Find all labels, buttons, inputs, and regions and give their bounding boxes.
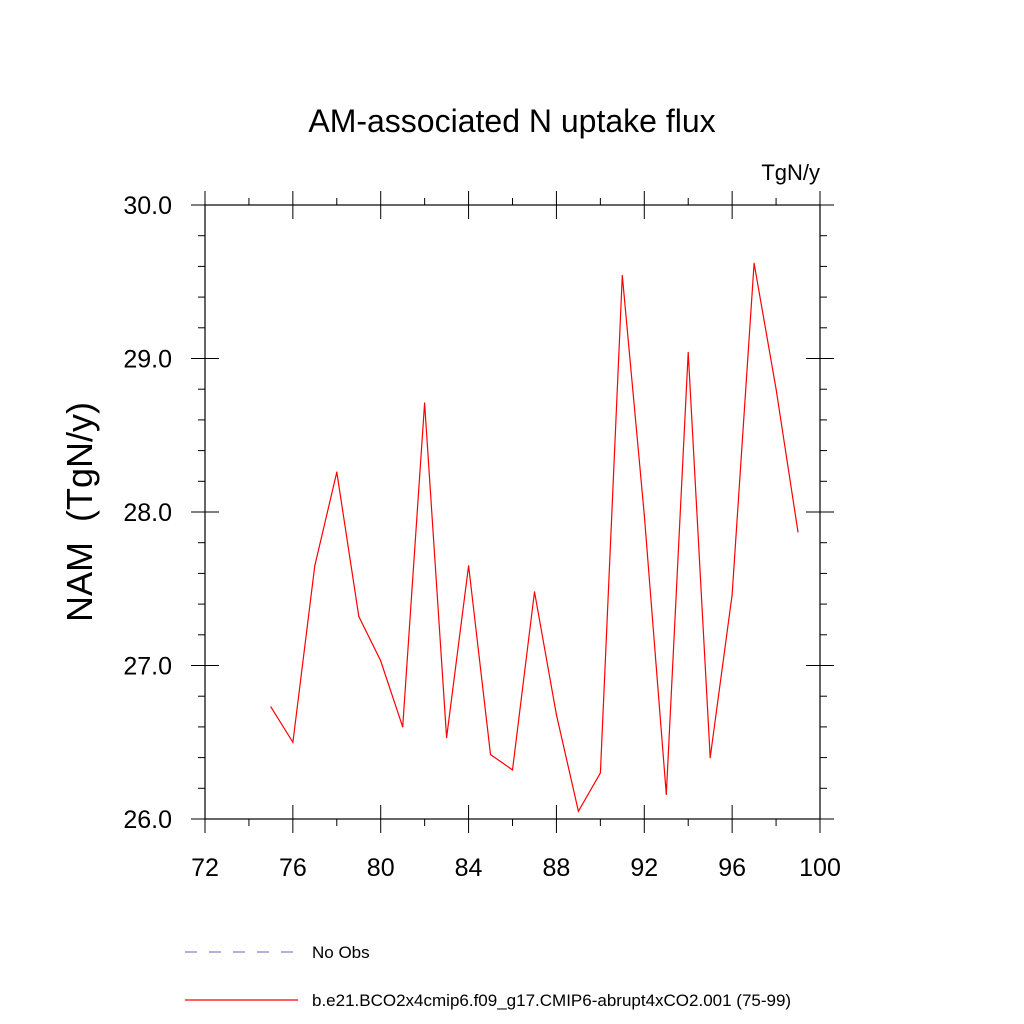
x-tick-label: 96 (718, 854, 746, 882)
data-point (797, 531, 799, 533)
y-tick-label: 26.0 (123, 806, 172, 834)
data-point (446, 737, 448, 739)
data-point (555, 714, 558, 716)
x-tick-label: 84 (455, 854, 483, 882)
y-tick-label: 30.0 (123, 192, 172, 220)
x-tick-label: 80 (367, 854, 395, 882)
x-tick-label: 88 (543, 854, 571, 882)
data-point (314, 565, 316, 567)
data-point (533, 591, 536, 593)
x-tick-label: 92 (630, 854, 658, 882)
data-point (687, 351, 689, 353)
x-tick-label: 76 (279, 854, 307, 882)
y-tick-label: 29.0 (123, 346, 172, 374)
plot-frame (204, 204, 821, 820)
y-axis-label: NAM (TgN/y) (59, 402, 100, 622)
data-point (489, 753, 492, 756)
data-point (380, 660, 382, 662)
data-point (775, 388, 777, 390)
chart-title: AM-associated N uptake flux (308, 103, 715, 139)
data-point (643, 514, 645, 516)
data-point (424, 402, 426, 404)
units-label: TgN/y (761, 160, 820, 185)
data-points (270, 262, 799, 812)
data-point (753, 262, 755, 264)
y-tick-label: 28.0 (123, 499, 172, 527)
data-point (358, 615, 360, 618)
data-point (270, 706, 272, 708)
data-point (336, 471, 338, 473)
y-tick-label: 27.0 (123, 653, 172, 681)
data-point (577, 810, 580, 812)
x-tick-label: 72 (191, 854, 219, 882)
legend: No Obs b.e21.BCO2x4cmip6.f09_g17.CMIP6-a… (185, 943, 791, 1010)
data-point (511, 769, 514, 771)
axis-ticks (191, 191, 834, 833)
data-point (709, 757, 711, 759)
data-point (599, 772, 602, 774)
data-point (292, 741, 294, 743)
data-point (621, 275, 623, 277)
tick-labels: 72 76 80 84 88 92 96 100 26.0 27.0 28.0 29.0 30.0 (123, 192, 841, 882)
legend-label-no-obs: No Obs (312, 943, 370, 962)
data-point (402, 726, 404, 728)
data-series-line (270, 263, 799, 813)
data-point (665, 793, 667, 796)
legend-label-model: b.e21.BCO2x4cmip6.f09_g17.CMIP6-abrupt4x… (312, 991, 791, 1010)
data-point (731, 594, 733, 596)
x-tick-label: 100 (799, 854, 841, 882)
data-point (468, 565, 470, 567)
